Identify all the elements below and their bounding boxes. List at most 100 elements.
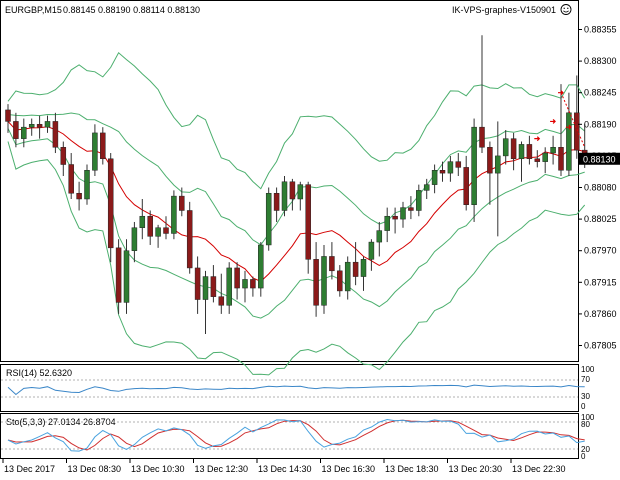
candle-body <box>131 227 138 251</box>
candle-body <box>36 124 43 128</box>
candle-body <box>218 296 225 306</box>
candle-body <box>92 132 98 171</box>
rsi-level-100-label: 100 <box>581 365 595 374</box>
sto-level-20-label: 20 <box>581 445 590 454</box>
candle <box>139 198 146 240</box>
candle <box>574 75 580 159</box>
trend-marker-line <box>560 92 586 148</box>
candle-body <box>258 244 264 289</box>
signal-markers <box>534 90 586 148</box>
candle-body <box>329 256 335 272</box>
candle-body <box>321 256 327 306</box>
candle-body <box>123 250 130 303</box>
candle-body <box>76 192 82 200</box>
rsi-pane[interactable] <box>0 364 579 412</box>
candle-body <box>487 147 493 174</box>
candle <box>44 115 51 133</box>
candle <box>202 270 209 335</box>
arrow-marker <box>534 136 541 142</box>
robot-name: IK-VPS-graphes-V150901 <box>452 5 556 15</box>
candle <box>368 239 375 271</box>
candle-body <box>455 161 462 168</box>
candle <box>352 242 359 286</box>
candle <box>179 187 185 217</box>
candle <box>36 115 43 139</box>
rsi-line <box>7 384 585 396</box>
time-label: 13 Dec 22:30 <box>512 464 566 474</box>
inner-upper-band <box>7 112 586 246</box>
candle-body <box>194 267 201 300</box>
candle-body <box>518 144 525 160</box>
candle-body <box>423 184 430 191</box>
price-label: 0.88355 <box>584 24 617 34</box>
candle <box>534 150 541 168</box>
candle-body <box>574 112 580 151</box>
candle <box>337 265 343 297</box>
candle <box>68 153 74 199</box>
candle-body <box>210 276 217 297</box>
candle <box>258 242 264 297</box>
candle <box>384 207 390 243</box>
symbol-timeframe: EURGBP,M15 <box>5 5 62 15</box>
candle-body <box>416 190 422 211</box>
candle-body <box>447 161 454 174</box>
candle <box>423 178 430 199</box>
candle <box>447 155 454 182</box>
candle <box>210 265 217 303</box>
candle <box>297 181 304 211</box>
outer-upper-band <box>7 52 586 190</box>
candle-body <box>526 144 533 160</box>
candle-body <box>163 227 169 234</box>
candle <box>305 181 311 274</box>
price-label: 0.87915 <box>584 277 617 287</box>
candle-body <box>368 241 375 260</box>
candle <box>376 221 383 257</box>
candle-body <box>376 230 383 243</box>
time-axis[interactable]: 13 Dec 2017 13 Dec 08:30 13 Dec 10:30 13 De… <box>2 459 566 474</box>
candle-body <box>495 155 501 174</box>
candle-body <box>139 215 146 228</box>
candle <box>439 161 446 182</box>
candle-body <box>297 184 304 200</box>
candle <box>171 190 177 240</box>
candle-body <box>463 167 469 205</box>
candle <box>92 124 98 177</box>
candle-body <box>360 259 367 277</box>
current-price-badge: 0.88130 <box>579 152 620 165</box>
candle-body <box>289 181 296 200</box>
candle-body <box>5 109 11 122</box>
smiley-face-icon[interactable] <box>560 4 572 15</box>
candle <box>226 262 232 314</box>
candle <box>28 118 35 136</box>
candle-body <box>107 158 114 249</box>
time-label: 13 Dec 18:30 <box>385 464 439 474</box>
candle <box>21 118 27 148</box>
time-label: 13 Dec 10:30 <box>131 464 185 474</box>
candle-body <box>28 124 35 128</box>
rsi-label: RSI(14) 52.6320 <box>6 368 72 378</box>
candle-body <box>281 181 288 211</box>
arrow-marker <box>550 118 556 124</box>
price-label: 0.87805 <box>584 341 617 351</box>
candle-body <box>479 126 485 148</box>
sto-level-100-label: 100 <box>581 413 595 422</box>
candle-body <box>202 276 209 300</box>
price-label: 0.88300 <box>584 56 617 66</box>
candle <box>321 244 327 314</box>
candle <box>487 141 493 205</box>
candle <box>566 92 572 177</box>
candle-body <box>84 170 90 200</box>
price-label: 0.88190 <box>584 119 617 129</box>
candle-body <box>242 279 248 289</box>
candle <box>360 256 367 291</box>
candle-body <box>471 126 477 205</box>
candle <box>495 121 501 237</box>
candle <box>107 153 114 263</box>
inner-lower-band <box>7 128 585 319</box>
candle <box>60 141 67 177</box>
candle-body <box>52 121 59 148</box>
candle-body <box>384 215 390 231</box>
candle <box>218 273 225 314</box>
price-axis[interactable]: 0.883550.883000.882450.881900.881350.880… <box>578 24 617 351</box>
